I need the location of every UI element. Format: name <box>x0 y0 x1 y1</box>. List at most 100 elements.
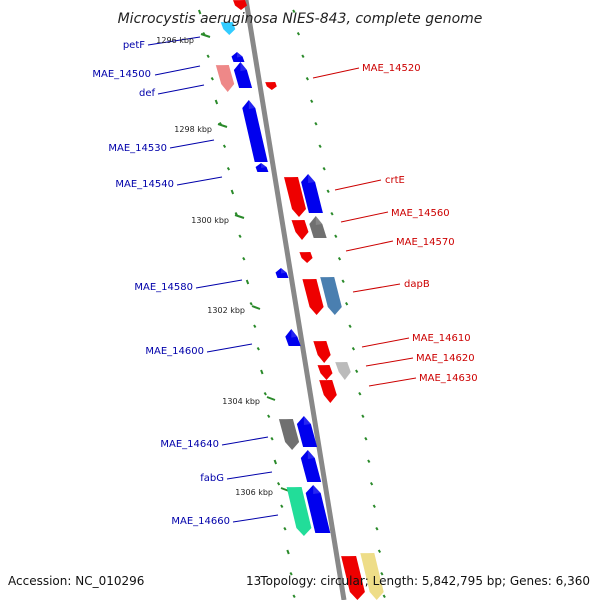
gene-feature-MAE_14630[interactable] <box>319 380 337 403</box>
gene-feature-MAE_14620-highlight <box>335 362 348 363</box>
gene-feature-petF-highlight <box>220 22 233 23</box>
gene-features <box>215 0 384 600</box>
gene-label-fabG[interactable]: fabG <box>200 473 224 484</box>
tick-mark <box>280 504 284 509</box>
gene-label-MAE_14610[interactable]: MAE_14610 <box>412 333 471 344</box>
tick-mark <box>322 166 326 171</box>
gene-feature-dapB[interactable] <box>302 279 324 315</box>
leader-MAE_14580 <box>195 279 243 289</box>
leader-MAE_14620 <box>365 357 414 367</box>
gene-feature-MAE_14660[interactable] <box>305 485 331 533</box>
gene-feature-MAE_14640-grey[interactable] <box>278 419 300 450</box>
tick-mark <box>348 324 352 329</box>
gene-feature-MAE_14500[interactable] <box>233 62 253 88</box>
gene-feature-MAE_14560-grey[interactable] <box>309 216 327 238</box>
leader-MAE_14570 <box>345 240 394 252</box>
tick-mark <box>377 549 382 554</box>
gene-label-MAE_14660[interactable]: MAE_14660 <box>171 516 230 527</box>
gene-feature-MAE_14630-highlight <box>319 380 333 381</box>
tick-mark <box>310 99 314 104</box>
label-leader-lines <box>147 36 417 523</box>
tick-mark <box>337 256 342 261</box>
tick-mark <box>364 436 368 441</box>
gene-feature-def[interactable] <box>231 52 245 62</box>
gene-feature-MAE_14640[interactable] <box>296 416 318 447</box>
gene-feature-top-partial-highlight <box>233 0 245 1</box>
gene-feature-MAE_14520[interactable] <box>265 82 277 90</box>
tick-mark <box>260 369 264 375</box>
kbp-label-1306: 1306 kbp <box>235 488 273 497</box>
gene-feature-MAE_14620[interactable] <box>335 362 351 380</box>
tick-mark <box>355 369 359 374</box>
gene-label-MAE_14630[interactable]: MAE_14630 <box>419 373 478 384</box>
tick-mark <box>301 54 305 59</box>
gene-label-MAE_14620[interactable]: MAE_14620 <box>416 353 475 364</box>
gene-feature-MAE_14530[interactable] <box>242 100 268 162</box>
gene-label-MAE_14500[interactable]: MAE_14500 <box>92 69 151 80</box>
tick-mark <box>289 571 293 576</box>
map-title: Microcystis aeruginosa NIES-843, complet… <box>118 11 483 27</box>
tick-mark <box>197 9 202 15</box>
accession-text: Accession: NC_010296 <box>8 574 144 588</box>
gene-feature-bottom-yellow[interactable] <box>360 553 384 600</box>
tick-mark <box>283 526 287 531</box>
gene-feature-MAE_14660-green[interactable] <box>286 487 312 536</box>
tick-mark <box>369 481 374 486</box>
gene-feature-MAE_14610[interactable] <box>313 341 331 363</box>
gene-feature-bottom-red[interactable] <box>341 556 365 600</box>
tick-mark <box>326 189 330 194</box>
gene-feature-MAE_14620-red[interactable] <box>317 365 333 380</box>
gene-feature-fabG[interactable] <box>300 450 322 482</box>
gene-feature-MAE_14560-grey-highlight <box>315 216 323 225</box>
tick-mark <box>341 279 345 284</box>
tick-mark <box>245 279 250 285</box>
gene-feature-MAE_14500-pink[interactable] <box>215 65 235 92</box>
gene-label-def[interactable]: def <box>139 88 156 99</box>
gene-label-MAE_14570[interactable]: MAE_14570 <box>396 237 455 248</box>
gene-feature-crtE-highlight <box>284 177 298 178</box>
gene-label-crtE[interactable]: crtE <box>385 175 405 186</box>
gene-label-MAE_14540[interactable]: MAE_14540 <box>115 179 174 190</box>
tick-mark <box>380 571 384 576</box>
gene-feature-MAE_14540[interactable] <box>255 163 269 172</box>
kbp-tick-mark <box>251 305 261 310</box>
gene-feature-MAE_14600[interactable] <box>285 329 301 346</box>
gene-feature-MAE_14620-red-highlight <box>317 365 330 366</box>
gene-feature-fabG-highlight <box>307 450 315 459</box>
gene-feature-dapB-blue[interactable] <box>320 277 342 315</box>
tick-mark <box>314 121 318 126</box>
gene-feature-MAE_14540-highlight <box>261 163 267 169</box>
leader-MAE_14640 <box>221 436 269 446</box>
leader-MAE_14660 <box>232 514 279 523</box>
gene-label-MAE_14580[interactable]: MAE_14580 <box>134 282 193 293</box>
tick-mark <box>361 414 365 419</box>
gene-feature-MAE_14530-highlight <box>248 100 256 109</box>
gene-label-MAE_14520[interactable]: MAE_14520 <box>362 63 421 74</box>
gene-feature-bottom-red-highlight <box>341 556 357 557</box>
leader-MAE_14610 <box>361 337 410 348</box>
tick-mark <box>375 526 379 531</box>
gene-feature-crtE[interactable] <box>284 177 306 217</box>
tick-mark <box>345 301 349 306</box>
gene-feature-MAE_14580[interactable] <box>275 268 289 278</box>
gene-label-MAE_14600[interactable]: MAE_14600 <box>145 346 204 357</box>
gene-label-MAE_14640[interactable]: MAE_14640 <box>160 439 219 450</box>
gene-feature-MAE_14570-highlight <box>299 252 311 253</box>
gene-label-petF[interactable]: petF <box>123 40 145 51</box>
kbp-label-1304: 1304 kbp <box>222 397 260 406</box>
gene-feature-top-partial[interactable] <box>233 0 247 10</box>
gene-feature-MAE_14600-highlight <box>291 329 298 338</box>
gene-feature-MAE_14570[interactable] <box>299 252 313 263</box>
gene-feature-MAE_14560[interactable] <box>291 220 309 240</box>
tick-mark <box>292 9 296 14</box>
gene-feature-crtE-partner[interactable] <box>301 174 323 213</box>
gene-label-dapB[interactable]: dapB <box>404 279 430 290</box>
gene-label-MAE_14560[interactable]: MAE_14560 <box>391 208 450 219</box>
gene-feature-petF[interactable] <box>220 22 236 35</box>
gene-label-MAE_14530[interactable]: MAE_14530 <box>108 143 167 154</box>
gene-feature-bottom-yellow-highlight <box>360 553 375 554</box>
gene-feature-MAE_14660-highlight <box>313 485 321 494</box>
leader-MAE_14600 <box>206 343 253 353</box>
